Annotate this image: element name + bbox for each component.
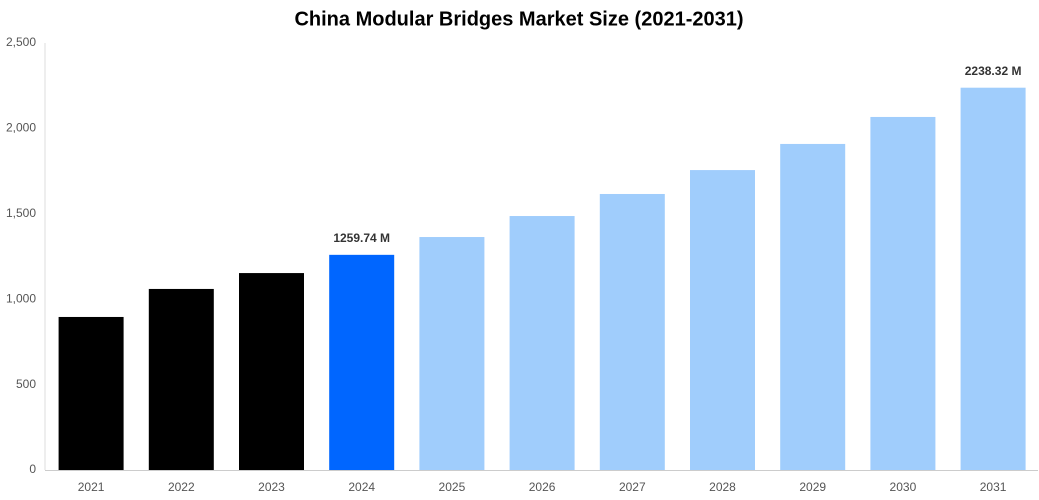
bar (419, 237, 485, 470)
y-tick-label: 500 (16, 377, 36, 391)
x-tick-label: 2026 (529, 480, 556, 494)
bar (329, 254, 395, 470)
y-tick-label: 1,500 (6, 206, 36, 220)
bar (58, 316, 124, 470)
bar (780, 143, 846, 470)
x-tick-label: 2028 (709, 480, 736, 494)
x-tick-label: 2025 (439, 480, 466, 494)
x-tick-label: 2024 (348, 480, 375, 494)
x-tick-label: 2022 (168, 480, 195, 494)
bar (960, 87, 1026, 470)
value-label: 2238.32 M (965, 64, 1022, 78)
chart-title: China Modular Bridges Market Size (2021-… (294, 8, 743, 30)
y-tick-label: 2,000 (6, 121, 36, 135)
x-tick-label: 2021 (78, 480, 105, 494)
bar (599, 193, 665, 471)
bar (239, 273, 304, 470)
y-tick-label: 2,500 (6, 35, 36, 49)
y-tick-label: 0 (29, 462, 36, 476)
bar (690, 170, 755, 470)
y-tick-label: 1,000 (6, 291, 36, 305)
bar (870, 116, 936, 471)
value-label: 1259.74 M (333, 231, 390, 245)
x-tick-label: 2031 (980, 480, 1007, 494)
x-tick-label: 2030 (890, 480, 917, 494)
x-tick-label: 2023 (258, 480, 285, 494)
bar (148, 288, 214, 470)
x-tick-label: 2027 (619, 480, 646, 494)
bar (509, 216, 575, 470)
x-tick-label: 2029 (799, 480, 826, 494)
